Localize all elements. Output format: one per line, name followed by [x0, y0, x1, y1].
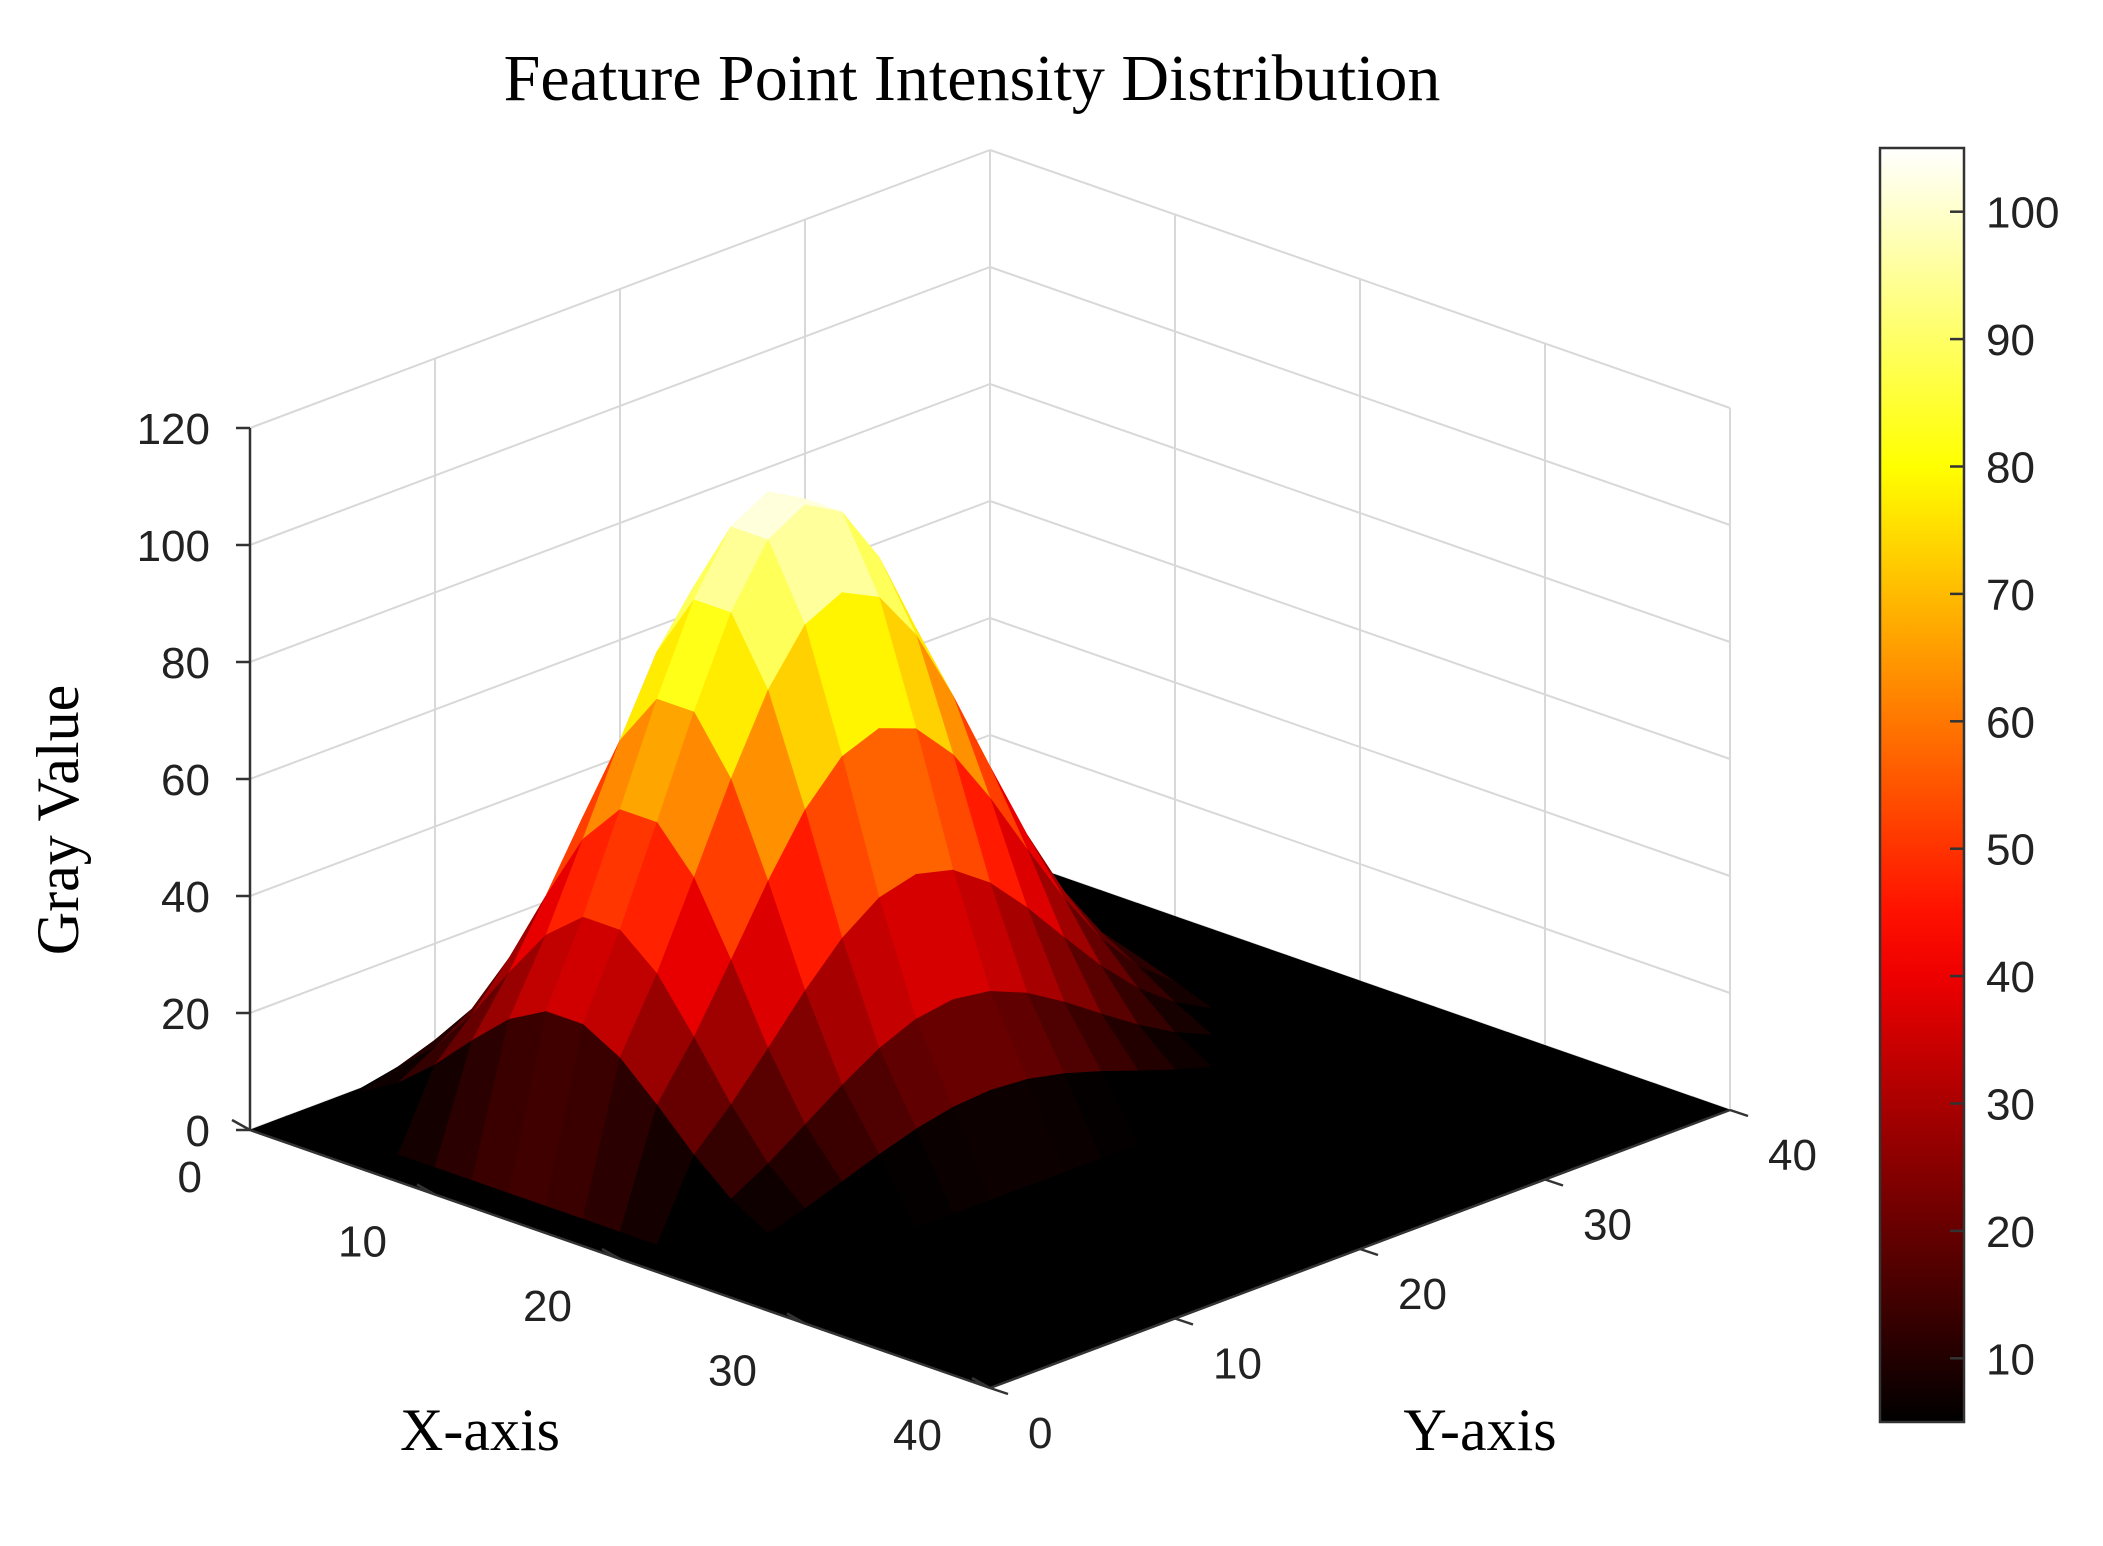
- z-tick-label: 40: [161, 873, 210, 922]
- x-tick-label: 10: [338, 1218, 387, 1267]
- y-tick-mark: [1729, 1108, 1749, 1118]
- colorbar-tick-label: 50: [1986, 826, 2035, 875]
- colorbar-tick-label: 10: [1986, 1335, 2035, 1384]
- colorbar-tick-label: 40: [1986, 953, 2035, 1002]
- y-tick-label: 40: [1768, 1131, 1817, 1180]
- y-tick-mark: [1359, 1247, 1379, 1257]
- x-tick-label: 40: [893, 1411, 942, 1460]
- x-tick-mark: [601, 1247, 621, 1261]
- y-tick-mark: [1174, 1317, 1194, 1326]
- colorbar-tick-label: 80: [1986, 444, 2035, 493]
- y-tick-mark: [989, 1386, 1009, 1396]
- y-tick-label: 0: [1028, 1409, 1052, 1458]
- z-tick-label: 120: [137, 405, 210, 454]
- colorbar-tick-label: 90: [1986, 316, 2035, 365]
- axes: [231, 426, 1749, 1396]
- surface-mesh: [248, 491, 1732, 1389]
- y-tick-label: 20: [1398, 1270, 1447, 1319]
- x-tick-mark: [231, 1118, 251, 1132]
- z-tick-label: 20: [161, 990, 210, 1039]
- x-tick-label: 20: [523, 1282, 572, 1331]
- colorbar-bar: [1878, 146, 1966, 1424]
- y-tick-label: 10: [1213, 1340, 1262, 1389]
- y-axis-label: Y-axis: [1403, 1397, 1556, 1463]
- z-axis-label: Gray Value: [25, 685, 91, 955]
- colorbar-tick-label: 30: [1986, 1081, 2035, 1130]
- tick-labels: 0 20 40 60 80 100 120 0 10 20 30 40 0 10 20 30 40: [137, 405, 1817, 1460]
- z-tick-label: 60: [161, 756, 210, 805]
- x-tick-label: 30: [708, 1347, 757, 1396]
- z-tick-label: 0: [186, 1107, 210, 1156]
- y-tick-label: 30: [1583, 1201, 1632, 1250]
- colorbar-tick-label: 100: [1986, 189, 2059, 238]
- z-tick-label: 80: [161, 639, 210, 688]
- chart-title: Feature Point Intensity Distribution: [504, 42, 1441, 115]
- colorbar-tick-label: 60: [1986, 698, 2035, 747]
- z-tick-label: 100: [137, 522, 210, 571]
- x-axis-label: X-axis: [400, 1397, 560, 1463]
- y-tick-mark: [1544, 1178, 1564, 1187]
- x-tick-label: 0: [178, 1153, 202, 1202]
- x-tick-mark: [971, 1376, 991, 1390]
- colorbar: 10 20 30 40 50 60 70 80 90 100: [1878, 146, 2059, 1424]
- colorbar-tick-label: 20: [1986, 1208, 2035, 1257]
- x-tick-mark: [416, 1183, 436, 1196]
- x-tick-mark: [786, 1312, 806, 1325]
- colorbar-tick-label: 70: [1986, 571, 2035, 620]
